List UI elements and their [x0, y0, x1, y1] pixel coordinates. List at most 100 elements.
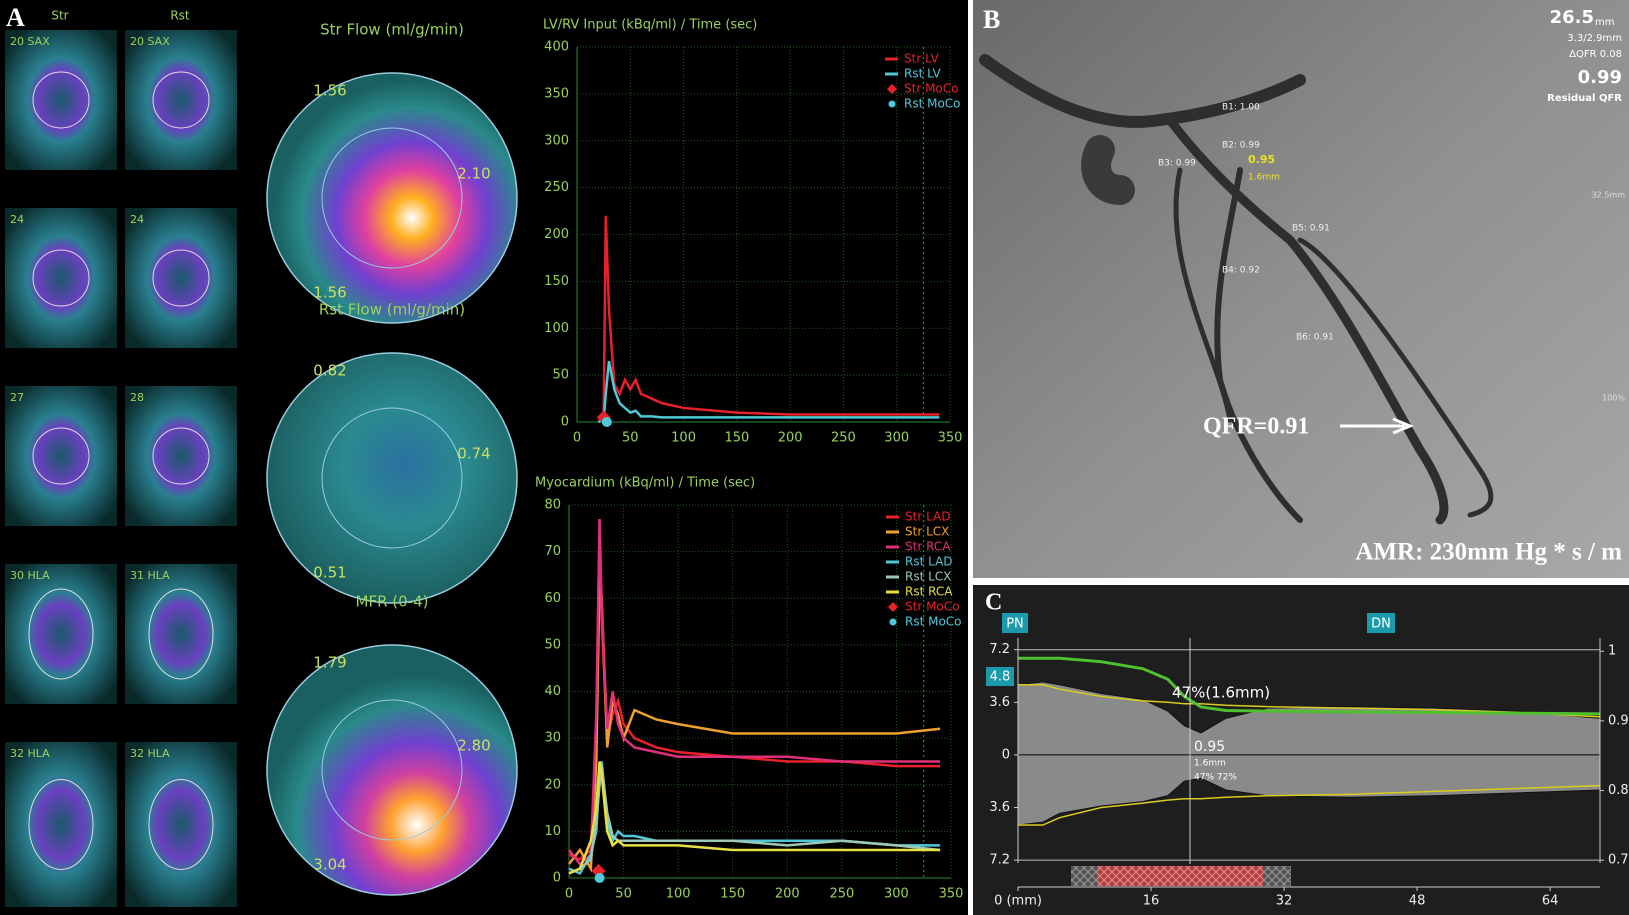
y-tick-label: 80 — [544, 498, 561, 513]
slice-label: 20 SAX — [130, 35, 170, 48]
moco-marker — [601, 417, 612, 427]
branch-label: B1: 1.00 — [1222, 103, 1260, 113]
legend-label: Rst LCX — [905, 570, 951, 584]
slice-image — [125, 564, 237, 704]
legend-marker — [887, 84, 897, 94]
map-value: 0.82 — [313, 362, 346, 380]
residual-qfr: 0.99 — [1578, 67, 1622, 88]
map-value: 3.04 — [313, 856, 346, 874]
ring — [321, 699, 463, 841]
ring — [321, 407, 463, 549]
y-tick-label: 3.6 — [989, 695, 1010, 710]
profile-line — [1018, 784, 1601, 826]
polar-map — [266, 644, 518, 896]
series-line — [568, 761, 941, 875]
qfr-label: QFR=0.91 — [1203, 414, 1309, 440]
y-tick-label: 50 — [544, 637, 561, 652]
y-tick-label: 7.2 — [989, 642, 1010, 657]
reference: 4.8 — [990, 670, 1011, 685]
x-tick-label: 16 — [1143, 894, 1160, 909]
panel-b — [973, 0, 1629, 578]
legend-label: Str LAD — [905, 510, 950, 524]
profile-line — [1018, 684, 1601, 718]
length-unit: mm — [1595, 17, 1614, 28]
cursor-stenosis: 47% 72% — [1194, 773, 1237, 783]
scale-label: 100% — [1602, 394, 1625, 403]
chart-myocardium: Myocardium (kBq/ml) / Time (sec) 0 10 20 30 4… — [535, 476, 963, 902]
panel-letter: B — [983, 5, 1000, 34]
slice-ring — [32, 249, 90, 307]
y-tick-label: 300 — [544, 133, 569, 148]
amr-label: AMR: 230mm Hg * s / m — [1355, 539, 1622, 566]
legend-label: Rst RCA — [905, 585, 953, 599]
x-tick-label: 100 — [666, 887, 691, 902]
y-tick-label: 150 — [544, 274, 569, 289]
slice-image — [5, 208, 117, 348]
x-tick-label: 32 — [1276, 894, 1293, 909]
slice-ring — [148, 779, 214, 870]
y-tick-label: 50 — [552, 368, 569, 383]
legend-label: Rst MoCo — [904, 97, 961, 111]
slice-ring — [152, 71, 210, 129]
polar-map — [266, 352, 518, 604]
chart-title: Myocardium (kBq/ml) / Time (sec) — [535, 476, 755, 491]
delta-qfr: ΔQFR 0.08 — [1569, 49, 1622, 60]
map-title: MFR (0-4) — [356, 593, 429, 611]
badge — [1002, 613, 1028, 633]
branch-label: B4: 0.92 — [1222, 266, 1260, 276]
x-tick-label: 350 — [938, 431, 963, 446]
legend-label: Str LCX — [905, 525, 949, 539]
legend-label: Str LV — [904, 52, 939, 66]
y-tick-label: 400 — [544, 40, 569, 55]
chart-input: LV/RV Input (kBq/ml) / Time (sec) 0 50 100 1… — [543, 18, 962, 446]
badge — [1367, 613, 1395, 633]
series-line — [597, 360, 940, 424]
x-tick-label: 0 — [573, 431, 581, 446]
x-tick-label: 100 — [671, 431, 696, 446]
slice-ring — [152, 427, 210, 485]
slice-ring — [32, 71, 90, 129]
slice-label: 32 HLA — [10, 747, 50, 760]
map-title: Str Flow (ml/g/min) — [320, 21, 464, 39]
ring — [321, 127, 463, 269]
map-value: 1.79 — [313, 654, 346, 672]
slice-label: 20 SAX — [10, 35, 50, 48]
slice-ring — [32, 427, 90, 485]
x-tick-label: 48 — [1409, 894, 1426, 909]
slice-ring — [28, 779, 94, 870]
map-value: 1.56 — [313, 284, 346, 302]
branch-label: B5: 0.91 — [1292, 224, 1330, 234]
legend-label: Rst MoCo — [905, 615, 962, 629]
legend-label: Rst LV — [904, 67, 941, 81]
x-tick-label: 250 — [829, 887, 854, 902]
column-label: Rst — [170, 9, 190, 23]
legend-label: Str MoCo — [904, 82, 959, 96]
y-tick-label: 200 — [544, 227, 569, 242]
polar-maps — [266, 72, 518, 896]
slices: 20 SAX 20 SAX 24 24 27 28 30 HLA 31 HLA 32 HLA 32… — [5, 30, 237, 907]
y-tick-label: 0 — [553, 871, 561, 886]
y2-tick-label: 0.8 — [1608, 783, 1629, 798]
cursor-qfr: 0.95 — [1194, 739, 1225, 755]
y2-tick-label: 0.7 — [1608, 853, 1629, 868]
slice-ring — [152, 249, 210, 307]
x-tick-label: 200 — [778, 431, 803, 446]
y-tick-label: 60 — [544, 591, 561, 606]
slice-label: 24 — [10, 213, 24, 226]
branch-label: B3: 0.99 — [1158, 159, 1196, 169]
slice-image — [5, 386, 117, 526]
y-tick-label: 70 — [544, 544, 561, 559]
length: 26.5 — [1550, 7, 1594, 28]
slice-ring — [28, 588, 94, 680]
y-tick-label: 40 — [544, 684, 561, 699]
vessels — [979, 54, 1494, 525]
series-line — [568, 574, 941, 873]
x-tick-label: 300 — [884, 887, 909, 902]
column-label: Str — [51, 9, 68, 23]
scale-label: 32.5mm — [1592, 191, 1626, 200]
x-tick-label: 0 — [565, 887, 573, 902]
y-tick-label: 20 — [544, 777, 561, 792]
slice-label: 24 — [130, 213, 144, 226]
